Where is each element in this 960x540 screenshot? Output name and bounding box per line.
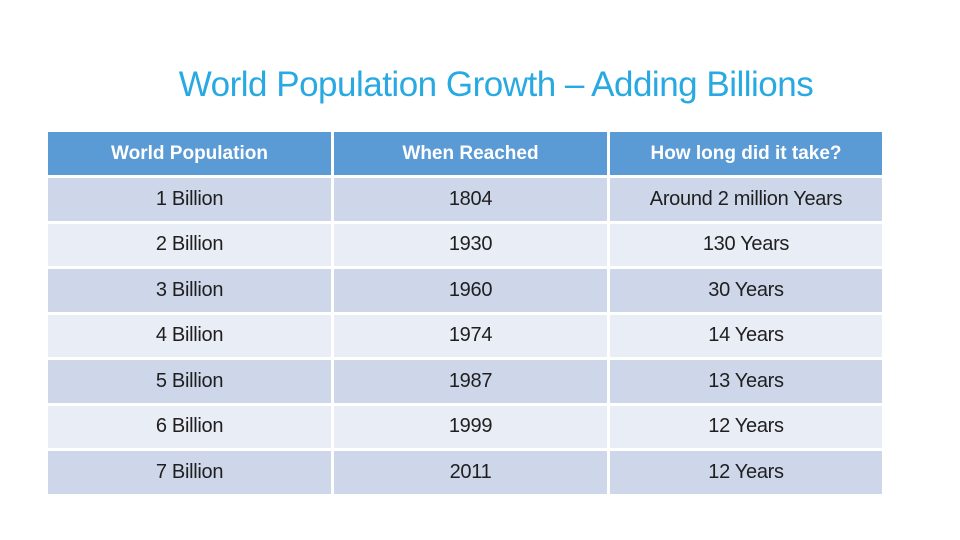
table-cell-r4-c2: 14 Years	[610, 314, 882, 357]
table-header-cell-2: How long did it take?	[610, 132, 882, 175]
table-cell-r3-c0: 3 Billion	[48, 269, 331, 312]
table-cell-r4-c1: 1974	[334, 314, 607, 357]
table-cell-r2-c2: 130 Years	[610, 223, 882, 266]
slide-title: World Population Growth – Adding Billion…	[178, 65, 814, 104]
population-growth-table: World Population When Reached How long did…	[48, 132, 882, 494]
table-cell-r4-c0: 4 Billion	[48, 314, 331, 357]
table-cell-r1-c0: 1 Billion	[48, 178, 331, 221]
table-cell-r3-c1: 1960	[334, 269, 607, 312]
table-cell-r7-c1: 2011	[334, 451, 607, 494]
table-cell-r7-c0: 7 Billion	[48, 451, 331, 494]
table-cell-r7-c2: 12 Years	[610, 451, 882, 494]
table-header-cell-0: World Population	[48, 132, 331, 175]
table-cell-r5-c2: 13 Years	[610, 360, 882, 403]
table-cell-r1-c1: 1804	[334, 178, 607, 221]
table-cell-r6-c0: 6 Billion	[48, 405, 331, 448]
table-cell-r2-c1: 1930	[334, 223, 607, 266]
table-cell-r2-c0: 2 Billion	[48, 223, 331, 266]
table-cell-r6-c1: 1999	[334, 405, 607, 448]
table-cell-r5-c1: 1987	[334, 360, 607, 403]
table-cell-r5-c0: 5 Billion	[48, 360, 331, 403]
table-cell-r6-c2: 12 Years	[610, 405, 882, 448]
table-header-cell-1: When Reached	[334, 132, 607, 175]
table-cell-r3-c2: 30 Years	[610, 269, 882, 312]
table-cell-r1-c2: Around 2 million Years	[610, 178, 882, 221]
